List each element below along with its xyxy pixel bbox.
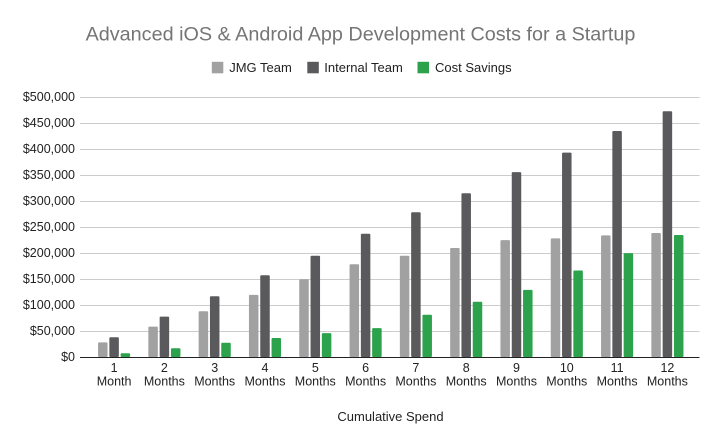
svg-text:11: 11 — [611, 361, 624, 375]
svg-text:$50,000: $50,000 — [30, 324, 75, 338]
svg-text:$250,000: $250,000 — [23, 220, 75, 234]
svg-text:7: 7 — [412, 361, 419, 375]
svg-text:9: 9 — [513, 361, 520, 375]
svg-text:Months: Months — [647, 375, 688, 389]
svg-text:Months: Months — [345, 375, 386, 389]
svg-text:Cost Savings: Cost Savings — [435, 60, 512, 75]
svg-text:12: 12 — [660, 361, 674, 375]
svg-text:Months: Months — [295, 375, 336, 389]
svg-text:Advanced iOS & Android App Dev: Advanced iOS & Android App Development C… — [86, 24, 636, 46]
svg-text:Month: Month — [97, 375, 132, 389]
svg-text:4: 4 — [262, 361, 269, 375]
svg-text:Months: Months — [496, 375, 537, 389]
svg-text:$100,000: $100,000 — [23, 298, 75, 312]
svg-text:JMG Team: JMG Team — [229, 60, 292, 75]
svg-text:$350,000: $350,000 — [23, 168, 75, 182]
svg-text:10: 10 — [560, 361, 574, 375]
svg-text:Months: Months — [395, 375, 436, 389]
svg-text:$300,000: $300,000 — [23, 194, 75, 208]
svg-text:$450,000: $450,000 — [23, 116, 75, 130]
svg-text:Internal Team: Internal Team — [324, 60, 403, 75]
svg-text:Cumulative Spend: Cumulative Spend — [337, 409, 443, 424]
svg-text:$400,000: $400,000 — [23, 142, 75, 156]
svg-text:8: 8 — [463, 361, 470, 375]
svg-text:$150,000: $150,000 — [23, 272, 75, 286]
svg-text:Months: Months — [446, 375, 487, 389]
svg-text:3: 3 — [211, 361, 218, 375]
svg-text:6: 6 — [362, 361, 369, 375]
svg-text:Months: Months — [144, 375, 185, 389]
svg-text:Months: Months — [245, 375, 286, 389]
svg-text:Months: Months — [546, 375, 587, 389]
svg-text:Months: Months — [597, 375, 638, 389]
svg-text:Months: Months — [194, 375, 235, 389]
svg-text:1: 1 — [111, 361, 118, 375]
svg-text:2: 2 — [161, 361, 168, 375]
svg-text:$200,000: $200,000 — [23, 246, 75, 260]
svg-text:5: 5 — [312, 361, 319, 375]
svg-text:$0: $0 — [61, 350, 75, 364]
svg-text:$500,000: $500,000 — [23, 90, 75, 104]
